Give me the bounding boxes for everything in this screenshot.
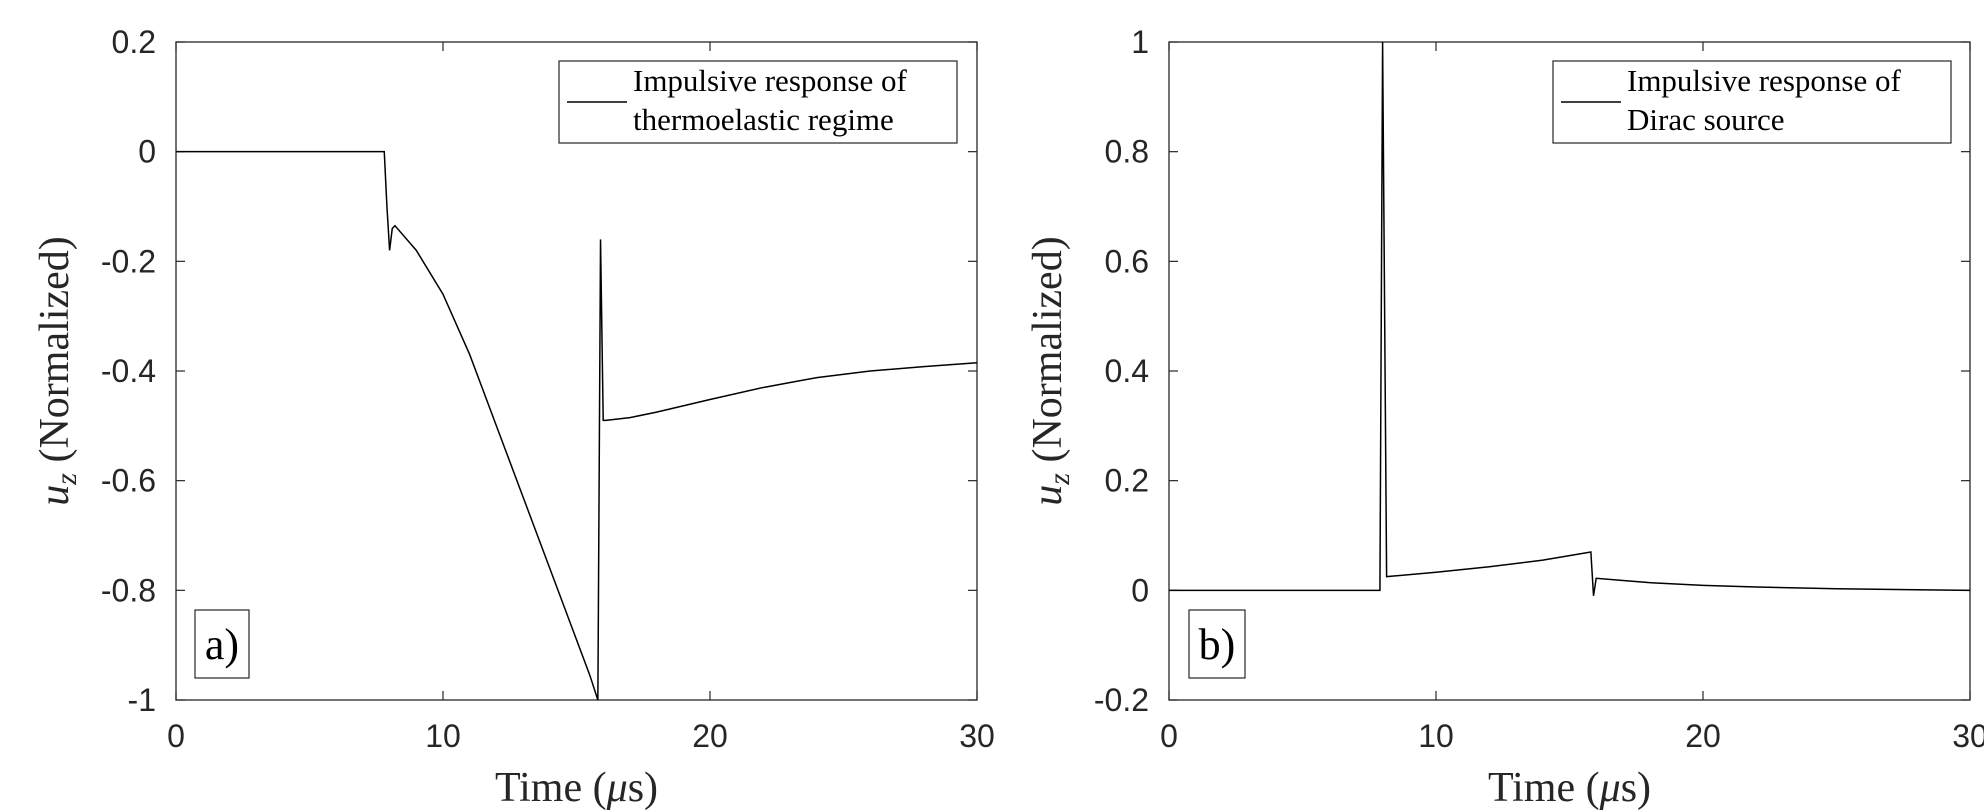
x-axis-label: Time (μs) [1488,765,1651,810]
x-tick-label: 10 [425,718,461,754]
series-line [1169,41,1971,596]
x-tick-label: 30 [959,718,995,754]
y-tick-label: -0.2 [1094,682,1149,718]
y-tick-label: 0 [138,134,156,170]
x-tick-label: 20 [1685,718,1721,754]
y-tick-label: 0.4 [1105,353,1149,389]
legend-line-2: Dirac source [1627,102,1785,137]
x-tick-label: 20 [692,718,728,754]
panel-a: 0 10 20 30 -1 -0.8 -0.6 -0.4 -0.2 0 0.2 Impulsive r… [32,24,995,810]
y-tick-label: -0.6 [101,463,156,499]
x-axis-label-unit: s) [628,765,658,810]
panel-label: a) [205,620,239,669]
y-axis-label-rest: (Normalized) [1025,236,1071,473]
x-axis-label-mu: μ [606,765,628,810]
x-axis-label-unit: s) [1621,765,1651,810]
legend-line-2: thermoelastic regime [633,102,894,137]
y-tick-label: -0.8 [101,572,156,608]
y-tick-label: 0.8 [1105,134,1149,170]
x-tick-label: 10 [1418,718,1454,754]
y-tick-label: 1 [1131,24,1149,60]
series-line [176,150,978,701]
legend-line-1: Impulsive response of [633,63,907,98]
y-tick-label: -0.4 [101,353,156,389]
y-tick-label: -0.2 [101,243,156,279]
y-tick-label: 0 [1131,572,1149,608]
legend-line-1: Impulsive response of [1627,63,1901,98]
panel-label: b) [1199,620,1236,669]
y-axis-label: uz (Normalized) [1025,236,1076,505]
y-tick-label: 0.6 [1105,243,1149,279]
panel-label-box [1188,609,1246,679]
y-axis-label-rest: (Normalized) [32,236,78,473]
y-axis-label: uz (Normalized) [32,236,83,505]
y-axis-label-sub: z [50,473,83,486]
x-tick-label: 30 [1952,718,1984,754]
x-tick-label: 0 [167,718,185,754]
x-axis-label: Time (μs) [495,765,658,810]
y-tick-label: 0.2 [112,24,156,60]
y-axis-label-var: u [32,485,78,506]
x-axis-label-mu: μ [1599,765,1621,810]
legend: Impulsive response of Dirac source [1552,60,1952,144]
y-tick-label: -1 [128,682,156,718]
y-axis-label-var: u [1025,485,1071,506]
panel-b: 0 10 20 30 -0.2 0 0.2 0.4 0.6 0.8 1 Impulsive respo… [1025,24,1984,810]
panel-label-box [194,609,250,679]
x-tick-label: 0 [1160,718,1178,754]
x-axis-label-text: Time ( [1488,765,1600,810]
y-axis-label-sub: z [1043,473,1076,486]
y-tick-label: 0.2 [1105,463,1149,499]
legend: Impulsive response of thermoelastic regim… [558,60,958,144]
x-axis-label-text: Time ( [495,765,607,810]
